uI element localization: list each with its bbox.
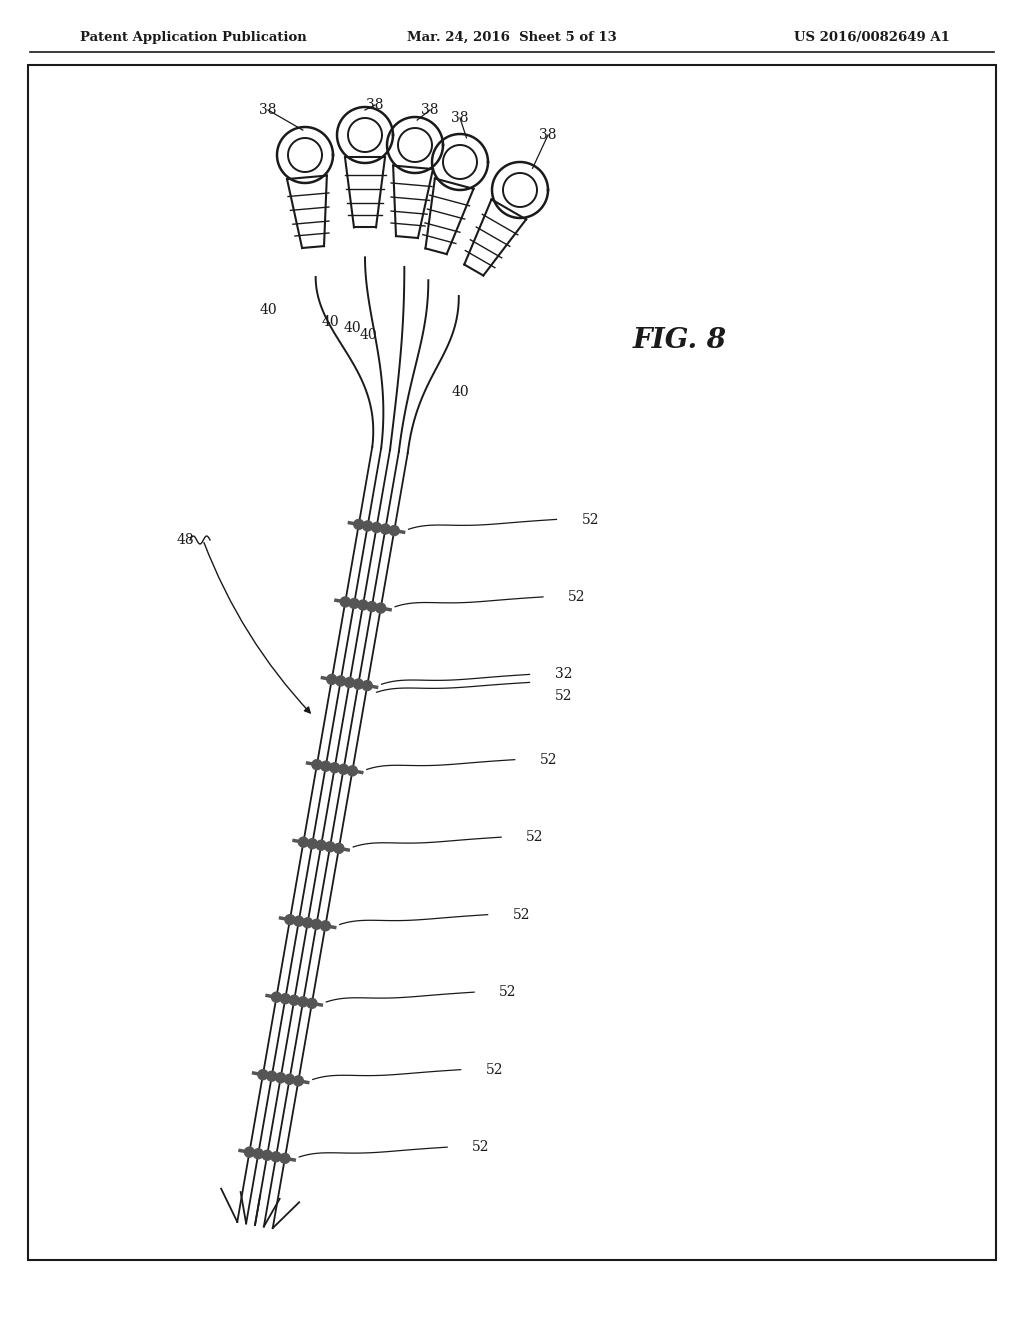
Circle shape [353, 678, 364, 689]
Circle shape [321, 921, 331, 931]
Circle shape [281, 994, 290, 1003]
Circle shape [262, 1150, 272, 1160]
Circle shape [389, 525, 399, 536]
Circle shape [344, 677, 354, 688]
Circle shape [311, 919, 322, 929]
Circle shape [362, 681, 373, 690]
Text: 52: 52 [526, 830, 544, 845]
Circle shape [358, 601, 368, 610]
Text: 32: 32 [555, 668, 572, 681]
Circle shape [330, 763, 340, 772]
Circle shape [362, 521, 373, 531]
Circle shape [376, 603, 386, 612]
Circle shape [303, 917, 312, 928]
Text: 52: 52 [555, 689, 572, 704]
Text: 40: 40 [452, 385, 469, 399]
Text: FIG. 8: FIG. 8 [633, 326, 727, 354]
Circle shape [294, 1076, 303, 1086]
Text: 38: 38 [367, 98, 384, 112]
Circle shape [258, 1069, 268, 1080]
Circle shape [275, 1073, 286, 1082]
Text: 52: 52 [582, 512, 599, 527]
Circle shape [271, 1152, 281, 1162]
Circle shape [325, 842, 335, 851]
Text: 40: 40 [359, 327, 377, 342]
Circle shape [327, 675, 337, 684]
Circle shape [245, 1147, 254, 1158]
Circle shape [253, 1148, 263, 1159]
Text: 52: 52 [472, 1140, 489, 1154]
Text: 40: 40 [343, 321, 360, 335]
Circle shape [298, 997, 308, 1007]
Circle shape [316, 841, 327, 850]
Text: 52: 52 [499, 985, 517, 999]
Circle shape [285, 1074, 295, 1084]
Circle shape [347, 766, 357, 776]
Circle shape [307, 838, 317, 849]
Text: 38: 38 [540, 128, 557, 143]
Circle shape [285, 915, 295, 925]
Text: Mar. 24, 2016  Sheet 5 of 13: Mar. 24, 2016 Sheet 5 of 13 [408, 30, 616, 44]
Text: 38: 38 [452, 111, 469, 125]
Circle shape [294, 916, 304, 927]
Circle shape [372, 523, 382, 532]
Circle shape [307, 998, 316, 1008]
Text: 52: 52 [540, 752, 557, 767]
Circle shape [340, 597, 350, 607]
Circle shape [339, 764, 348, 775]
Circle shape [271, 993, 282, 1002]
Text: 52: 52 [513, 908, 530, 921]
Circle shape [380, 524, 390, 535]
Text: 48: 48 [176, 533, 194, 546]
Text: 40: 40 [259, 304, 276, 317]
Text: 38: 38 [259, 103, 276, 117]
Text: 40: 40 [322, 315, 339, 329]
Circle shape [336, 676, 346, 686]
Text: 52: 52 [568, 590, 586, 605]
Text: US 2016/0082649 A1: US 2016/0082649 A1 [795, 30, 950, 44]
Text: 52: 52 [485, 1063, 503, 1077]
Text: Patent Application Publication: Patent Application Publication [80, 30, 307, 44]
Circle shape [334, 843, 344, 853]
Circle shape [312, 760, 322, 770]
Circle shape [367, 602, 377, 611]
Circle shape [353, 519, 364, 529]
Circle shape [349, 598, 359, 609]
Circle shape [298, 837, 308, 847]
Circle shape [289, 995, 299, 1006]
Text: 38: 38 [421, 103, 438, 117]
Circle shape [280, 1154, 290, 1163]
Circle shape [267, 1072, 276, 1081]
Circle shape [321, 762, 331, 771]
